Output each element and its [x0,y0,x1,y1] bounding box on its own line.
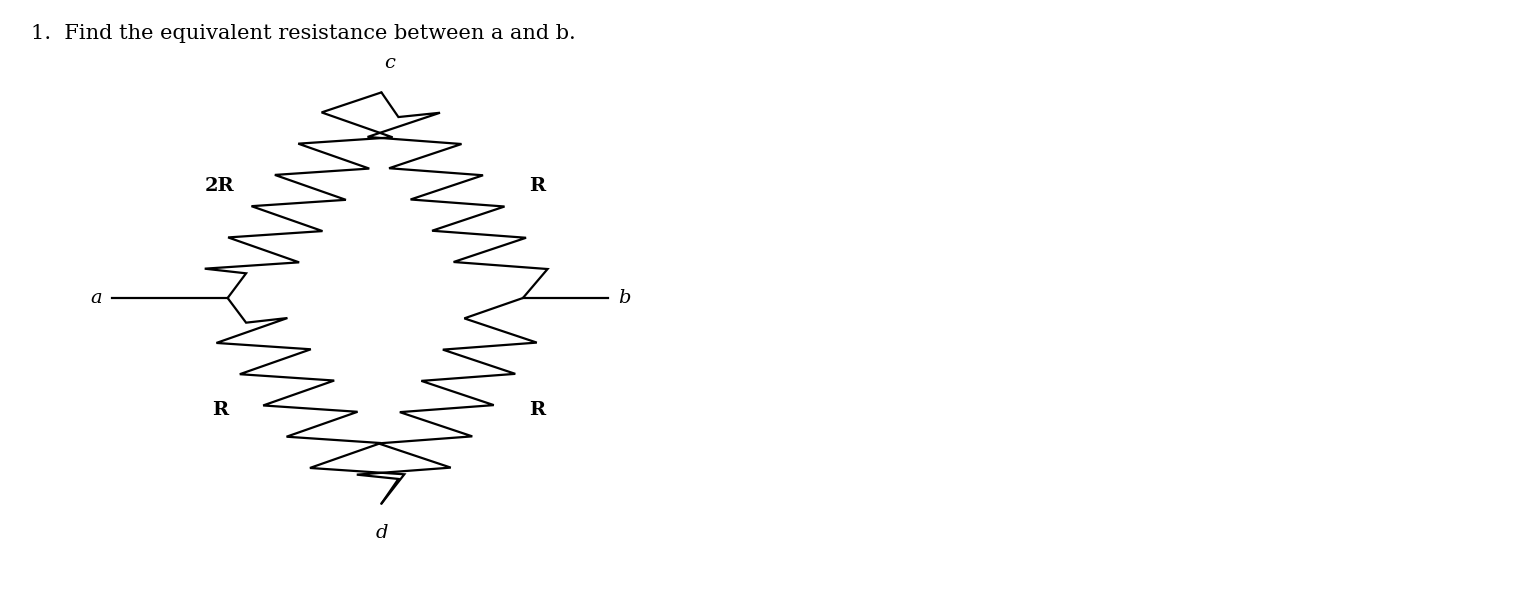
Text: a: a [89,289,102,307]
Text: d: d [375,524,388,542]
Text: R: R [212,401,228,419]
Text: 1.  Find the equivalent resistance between a and b.: 1. Find the equivalent resistance betwee… [31,24,575,43]
Text: b: b [618,289,631,307]
Text: R: R [529,177,544,195]
Text: 2R: 2R [205,177,235,195]
Text: c: c [383,54,395,72]
Text: R: R [529,401,544,419]
